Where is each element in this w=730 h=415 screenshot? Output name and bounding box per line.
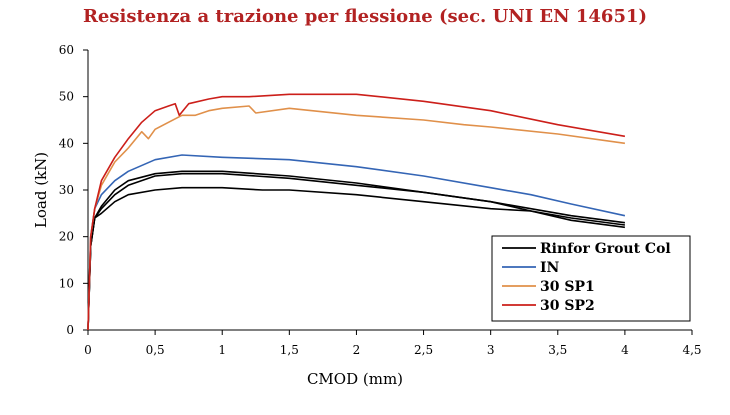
y-tick-label: 60: [59, 43, 74, 57]
legend-label: Rinfor Grout Col: [540, 241, 671, 257]
x-tick-label: 4: [621, 343, 629, 357]
legend-box: [491, 235, 691, 322]
x-tick-label: 0: [84, 343, 92, 357]
x-tick-label: 2,5: [414, 343, 433, 357]
y-tick-label: 10: [59, 276, 74, 290]
y-axis-label: Load (kN): [32, 152, 50, 228]
legend-label: IN: [540, 260, 560, 276]
x-tick-label: 2: [353, 343, 361, 357]
y-tick-label: 40: [59, 136, 74, 150]
x-tick-label: 0,5: [146, 343, 165, 357]
legend-label: 30 SP1: [540, 279, 595, 295]
series-line-2: [87, 170, 626, 331]
x-tick-label: 3: [487, 343, 495, 357]
series-line-4: [87, 105, 626, 331]
y-tick-label: 0: [66, 323, 74, 337]
series-line-0: [87, 186, 626, 331]
series-line-5: [87, 93, 626, 331]
x-tick-label: 3,5: [548, 343, 567, 357]
y-tick-label: 20: [59, 230, 74, 244]
y-tick-label: 30: [59, 183, 74, 197]
x-tick-label: 4,5: [682, 343, 701, 357]
chart-title: Resistenza a trazione per flessione (sec…: [82, 6, 648, 27]
x-axis-label: CMOD (mm): [307, 370, 403, 388]
y-tick-label: 50: [59, 90, 74, 104]
legend-label: 30 SP2: [540, 298, 595, 314]
x-tick-label: 1,5: [280, 343, 299, 357]
x-tick-label: 1: [218, 343, 226, 357]
series-line-3: [87, 154, 626, 331]
